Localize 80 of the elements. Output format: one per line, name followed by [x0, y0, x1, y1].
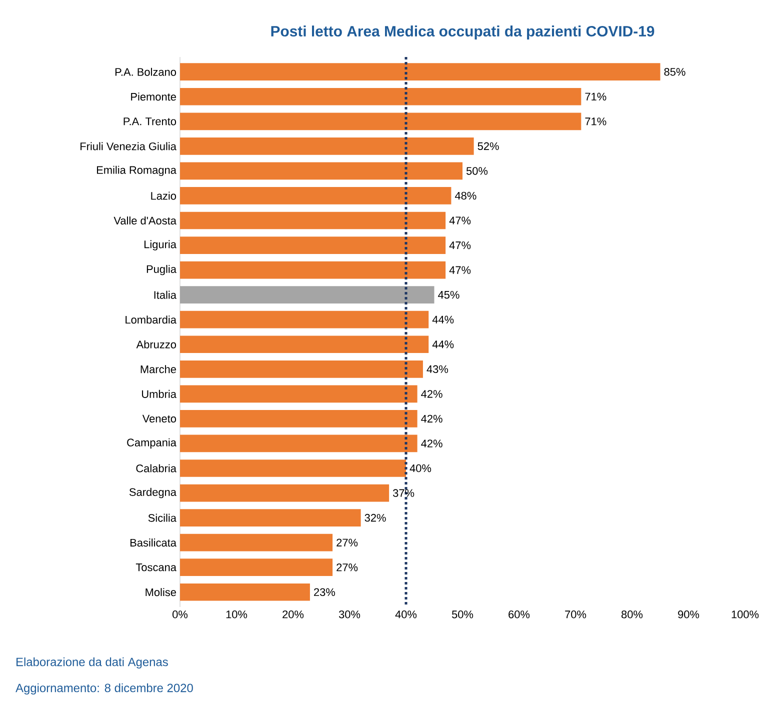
bar — [180, 187, 452, 204]
x-tick-label: 40% — [395, 610, 417, 618]
bar — [180, 385, 418, 403]
y-tick-label: Molise — [146, 588, 176, 596]
x-tick-label: 10% — [226, 610, 248, 618]
y-tick-label: Friuli Venezia Giulia — [80, 142, 176, 150]
data-label: 27% — [336, 564, 358, 572]
data-label: 71% — [585, 92, 606, 100]
bar — [180, 583, 310, 601]
data-label: 45% — [438, 290, 460, 299]
bar — [180, 534, 333, 552]
y-tick-label: Lazio — [151, 192, 176, 200]
y-tick-label: Veneto — [142, 414, 176, 423]
y-tick-label: Campania — [127, 438, 176, 449]
data-label: 85% — [664, 68, 686, 76]
data-label: 47% — [449, 266, 471, 274]
y-tick-label: Valle d'Aosta — [114, 216, 176, 225]
x-tick-label: 90% — [678, 610, 700, 618]
data-label: 47% — [449, 216, 471, 224]
x-tick-label: 80% — [622, 610, 643, 618]
x-tick-label: 0% — [172, 610, 188, 618]
data-label: 40% — [410, 464, 432, 472]
bar — [180, 434, 418, 452]
y-tick-label: Sardegna — [129, 488, 176, 498]
y-tick-label: Liguria — [144, 240, 176, 250]
bar — [180, 484, 390, 502]
bar — [180, 261, 446, 279]
x-tick-label: 50% — [452, 610, 474, 618]
y-tick-label: Italia — [154, 290, 176, 299]
data-label: 44% — [432, 316, 454, 324]
y-tick-label: P.A. Bolzano — [115, 68, 176, 76]
x-tick-label: 70% — [565, 610, 586, 618]
bar — [180, 138, 474, 155]
y-tick-label: Umbria — [142, 390, 176, 398]
y-tick-label: Emilia Romagna — [96, 166, 176, 176]
x-tick-label: 60% — [508, 610, 530, 618]
y-tick-label: Abruzzo — [136, 340, 176, 348]
data-label: 27% — [336, 538, 358, 546]
bar — [180, 88, 582, 106]
data-label: 47% — [449, 241, 471, 250]
text: Aggiornamento: 8 dicembre 2020 — [16, 683, 193, 695]
data-label: 42% — [421, 390, 442, 398]
bar — [180, 410, 418, 428]
y-tick-label: P.A. Trento — [124, 118, 176, 126]
bar — [180, 112, 582, 130]
y-tick-label: Puglia — [146, 264, 176, 276]
data-label: 43% — [426, 365, 448, 374]
bar — [180, 360, 423, 378]
y-tick-label: Marche — [140, 365, 176, 374]
y-tick-label: Toscana — [136, 564, 176, 572]
data-label: 37% — [393, 489, 414, 497]
text: Elaborazione da dati Agenas — [16, 657, 168, 669]
bar — [180, 310, 429, 328]
bar — [180, 558, 333, 576]
data-label: 44% — [432, 340, 454, 348]
data-label: 42% — [421, 440, 442, 448]
data-label: 71% — [585, 118, 606, 126]
bar — [180, 286, 434, 304]
y-tick-label: Piemonte — [131, 92, 176, 101]
bar — [180, 509, 361, 526]
data-label: 42% — [421, 414, 442, 423]
data-label: 32% — [364, 514, 386, 522]
bar — [180, 236, 446, 254]
data-label: 50% — [466, 167, 488, 175]
x-tick-label: 30% — [338, 610, 360, 618]
chart-title: Posti letto Area Medica occupati da pazienti COVID-19 — [271, 26, 654, 40]
y-tick-label: Calabria — [136, 464, 176, 472]
bar — [180, 63, 660, 81]
data-label: 48% — [454, 192, 476, 200]
bar — [180, 212, 446, 230]
data-label: 52% — [478, 142, 499, 150]
y-tick-label: Basilicata — [130, 538, 176, 547]
data-label: 23% — [314, 588, 336, 596]
y-tick-label: Lombardia — [126, 316, 176, 324]
bar — [180, 336, 429, 354]
y-tick-label: Sicilia — [148, 514, 176, 522]
bar — [180, 162, 463, 180]
x-tick-label: 100% — [732, 610, 759, 618]
x-tick-label: 20% — [282, 610, 304, 618]
bar — [180, 460, 406, 477]
